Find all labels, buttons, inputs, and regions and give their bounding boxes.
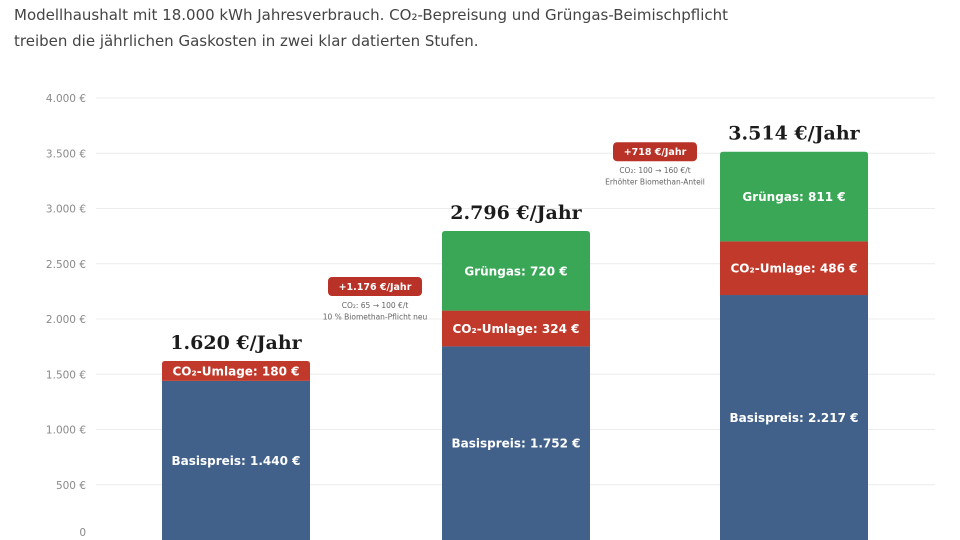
bar-segment-basis — [162, 380, 310, 540]
bar-total-label: 2.796 €/Jahr — [450, 202, 582, 224]
y-tick-label: 3.000 € — [46, 204, 86, 216]
segment-label: CO₂-Umlage: 486 € — [731, 262, 858, 276]
y-tick-label: 2.500 € — [46, 259, 86, 271]
y-tick-label: 1.000 € — [46, 425, 86, 437]
segment-label: Basispreis: 1.440 € — [171, 454, 300, 468]
y-tick-label: 3.500 € — [46, 148, 86, 160]
delta-note: CO₂: 100 → 160 €/t — [619, 166, 690, 175]
y-tick-label: 1.500 € — [46, 369, 86, 381]
delta-badge — [613, 142, 697, 162]
bar-segment-co2 — [720, 241, 868, 296]
segment-label: Basispreis: 2.217 € — [729, 411, 858, 425]
segment-label: Grüngas: 720 € — [464, 264, 567, 278]
y-tick-label: 500 € — [56, 480, 86, 492]
delta-note: CO₂: 65 → 100 €/t — [342, 301, 409, 310]
chart-subtitle: Modellhaushalt mit 18.000 kWh Jahresverb… — [14, 2, 914, 54]
bar-total-label: 1.620 €/Jahr — [170, 332, 302, 354]
delta-note: 10 % Biomethan-Pflicht neu — [323, 313, 428, 322]
segment-label: CO₂-Umlage: 324 € — [453, 322, 580, 336]
segment-label: Grüngas: 811 € — [742, 190, 845, 204]
y-tick-label: 0 — [79, 527, 86, 539]
bar-total-label: 3.514 €/Jahr — [728, 123, 860, 145]
y-tick-label: 4.000 € — [46, 93, 86, 105]
segment-label: Basispreis: 1.752 € — [451, 437, 580, 451]
segment-label: CO₂-Umlage: 180 € — [173, 364, 300, 378]
bar-segment-basis — [442, 346, 590, 540]
delta-badge-text: +1.176 €/Jahr — [339, 282, 412, 293]
bar-segment-basis — [720, 295, 868, 540]
delta-note: Erhöhter Biomethan-Anteil — [605, 178, 705, 187]
y-tick-label: 2.000 € — [46, 314, 86, 326]
delta-badge — [328, 277, 422, 297]
delta-badge-text: +718 €/Jahr — [624, 147, 687, 158]
bar-segment-co2 — [162, 360, 310, 381]
subtitle-line-2: treiben die jährlichen Gaskosten in zwei… — [14, 32, 479, 50]
subtitle-line-1: Modellhaushalt mit 18.000 kWh Jahresverb… — [14, 6, 729, 24]
bar-segment-gruengas — [442, 231, 590, 311]
bar-segment-co2 — [442, 310, 590, 347]
bar-segment-gruengas — [720, 151, 868, 242]
